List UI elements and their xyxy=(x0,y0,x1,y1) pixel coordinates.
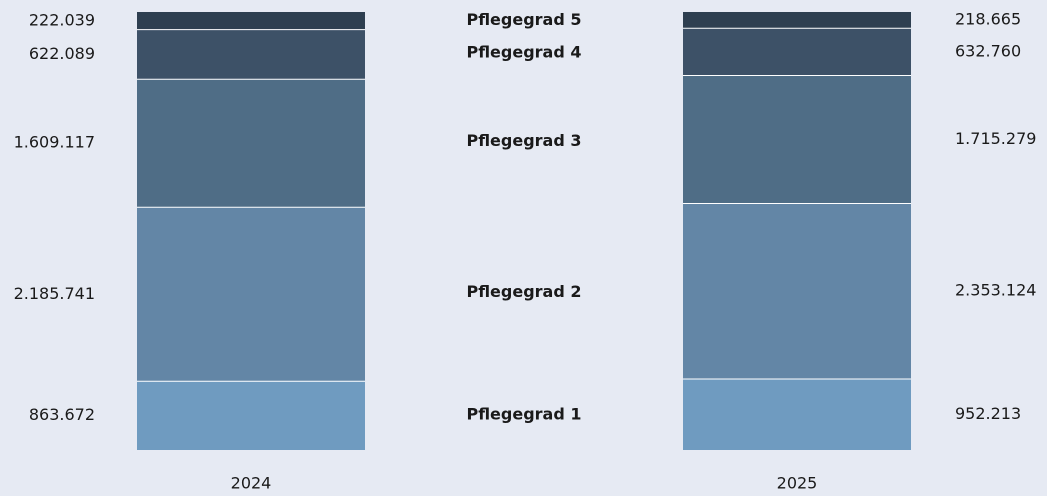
bar-segment xyxy=(683,28,911,76)
bar-segment xyxy=(683,12,911,29)
bar-segment xyxy=(683,75,911,204)
value-label: 1.715.279 xyxy=(955,129,1036,148)
series-label: Pflegegrad 3 xyxy=(466,131,581,150)
x-tick-label: 2024 xyxy=(231,474,272,493)
bar-segment xyxy=(137,12,365,30)
bar-segment xyxy=(137,381,365,450)
series-label: Pflegegrad 5 xyxy=(466,10,581,29)
x-tick-label: 2025 xyxy=(777,474,818,493)
series-label: Pflegegrad 1 xyxy=(466,405,581,424)
bar-segment xyxy=(137,207,365,382)
value-label: 218.665 xyxy=(955,10,1021,29)
series-label: Pflegegrad 4 xyxy=(466,43,581,62)
value-label: 632.760 xyxy=(955,41,1021,60)
value-label: 863.672 xyxy=(29,405,95,424)
bar-segment xyxy=(683,378,911,450)
bar-segment xyxy=(683,203,911,379)
value-label: 952.213 xyxy=(955,404,1021,423)
value-label: 622.089 xyxy=(29,44,95,63)
series-label: Pflegegrad 2 xyxy=(466,282,581,301)
value-label: 222.039 xyxy=(29,10,95,29)
value-label: 1.609.117 xyxy=(14,133,95,152)
bar-segment xyxy=(137,29,365,80)
bar-segment xyxy=(137,79,365,208)
value-label: 2.353.124 xyxy=(955,281,1036,300)
value-label: 2.185.741 xyxy=(14,284,95,303)
